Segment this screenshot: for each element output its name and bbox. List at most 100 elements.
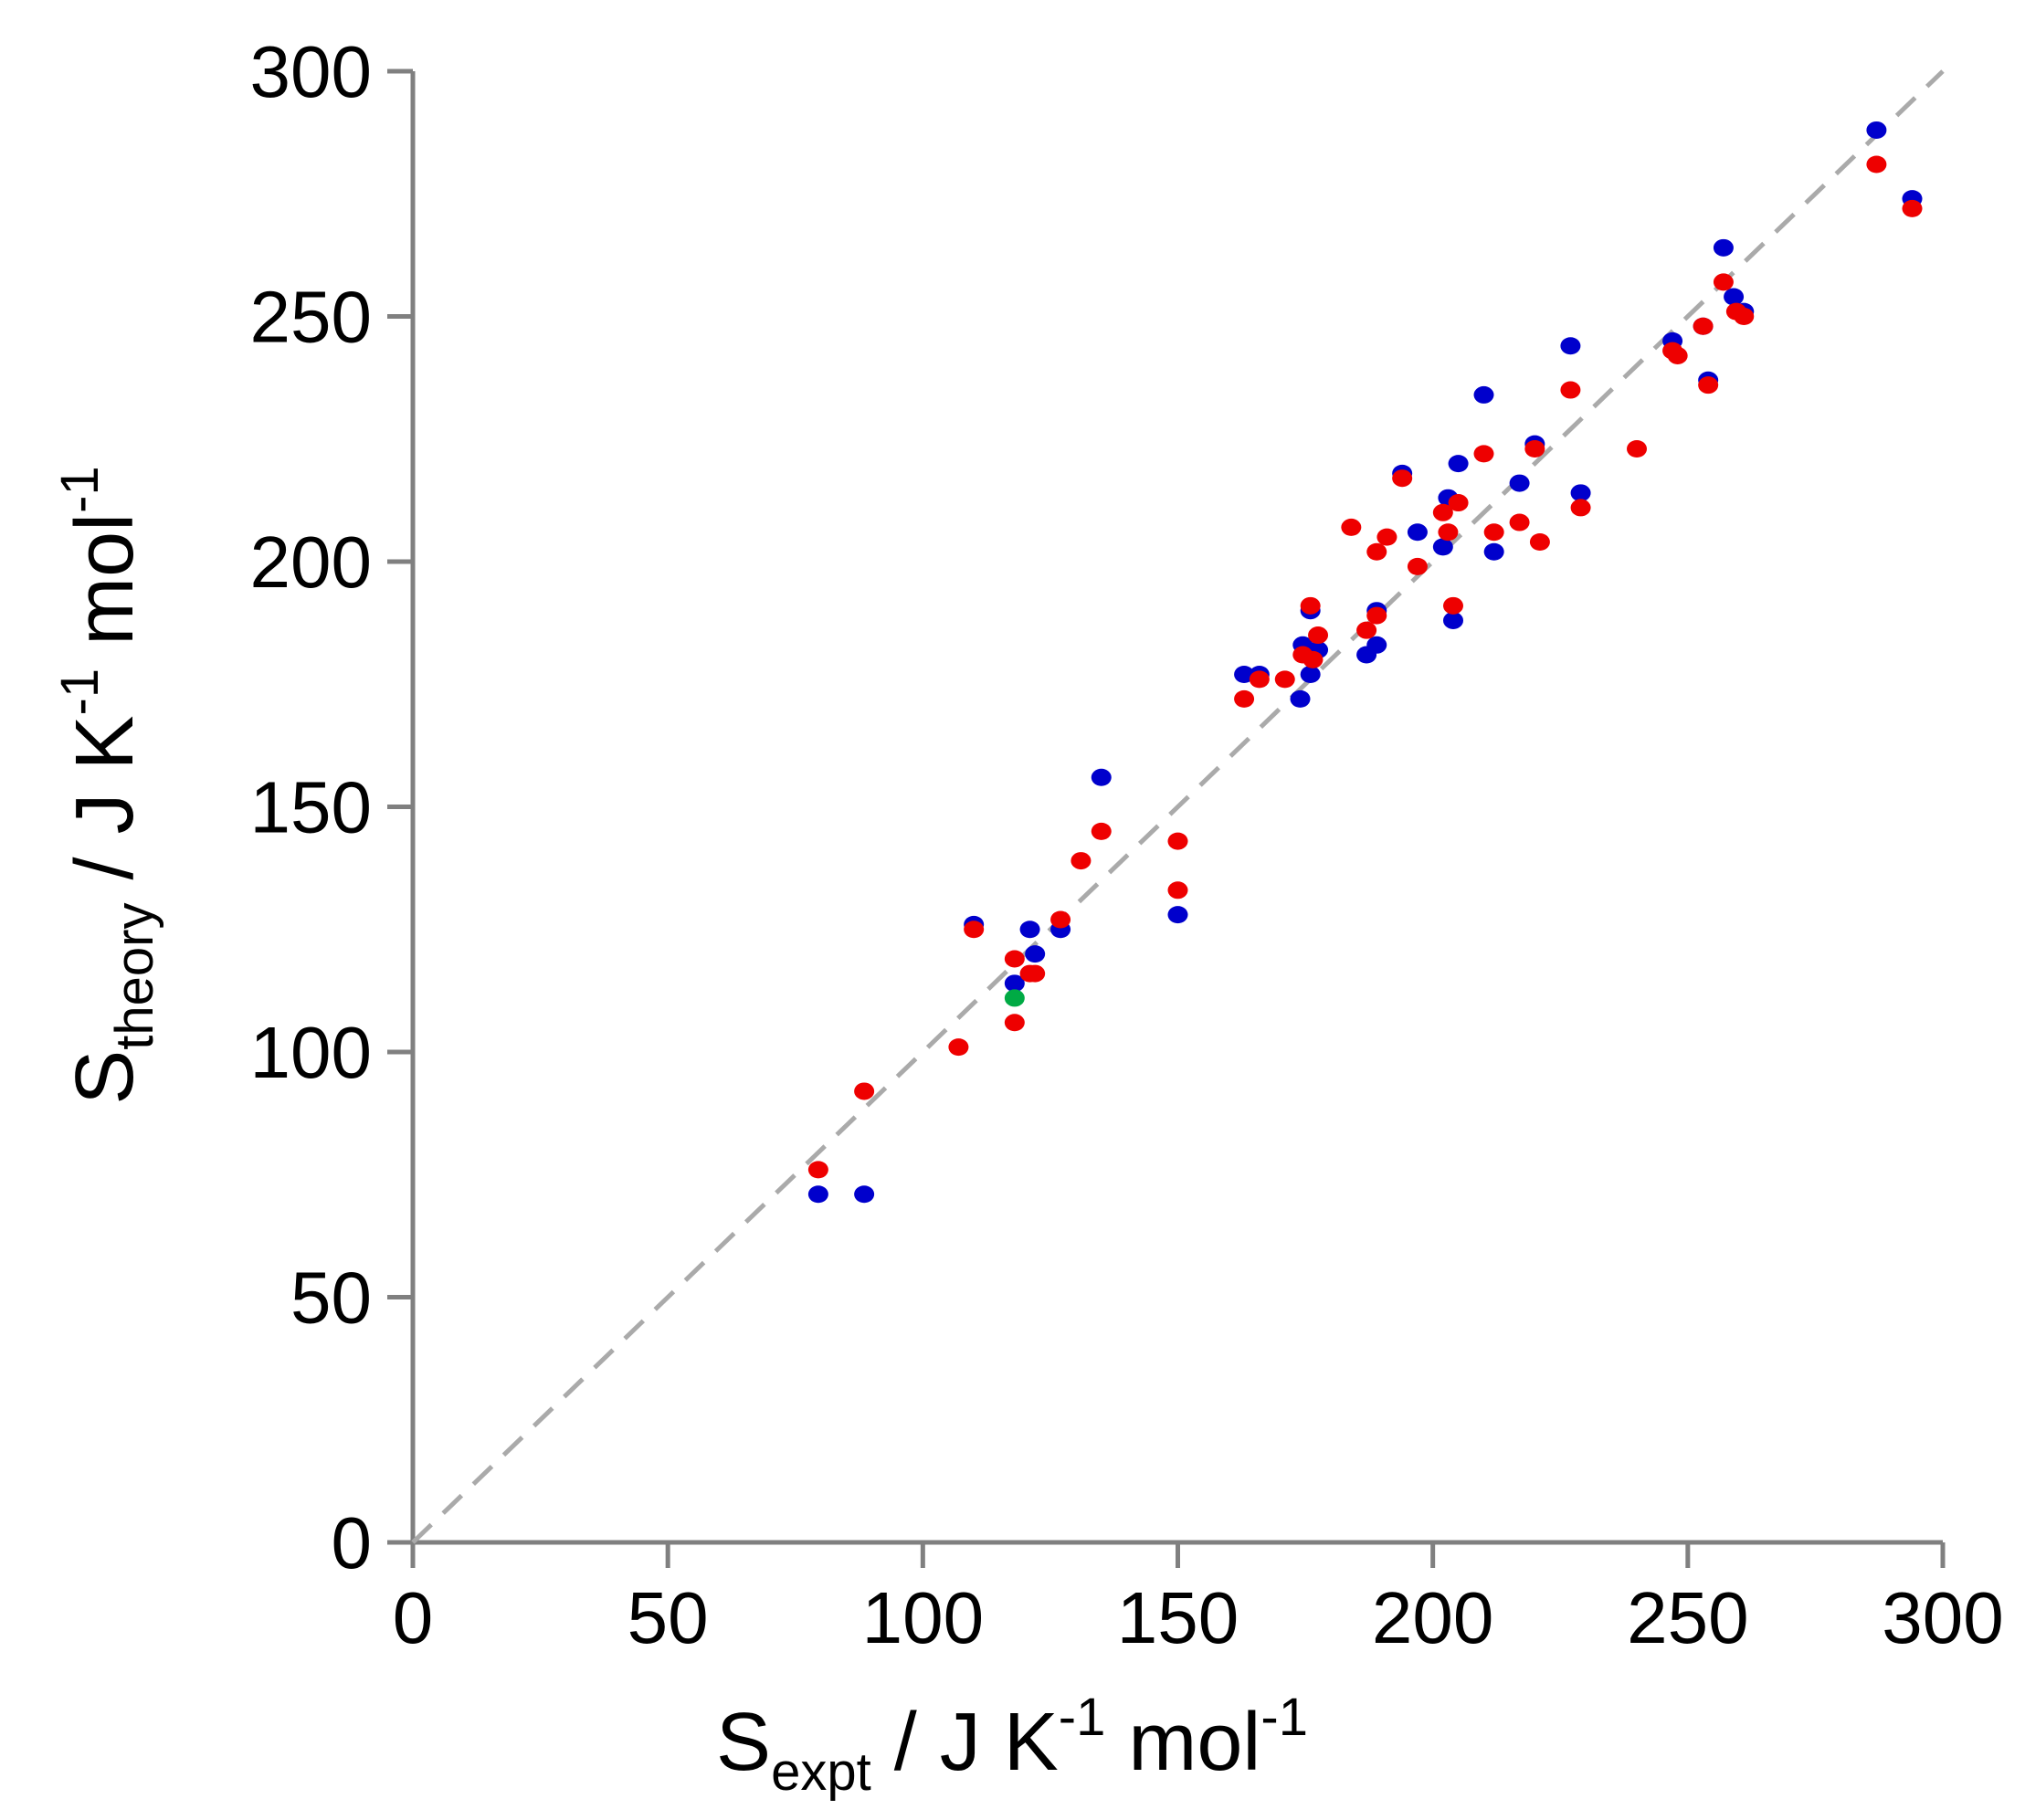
data-point-blue <box>807 1185 828 1204</box>
y-title-sup1: -1 <box>50 668 110 716</box>
x-title-sub: expt <box>771 1742 871 1802</box>
data-point-blue <box>1448 455 1469 473</box>
data-point-red <box>1167 881 1188 899</box>
x-axis-title: Sexpt / J K-1 mol-1 <box>716 1688 1308 1802</box>
data-point-red <box>1627 439 1647 458</box>
data-point-red <box>854 1082 875 1100</box>
x-tick-label: 0 <box>393 1577 434 1658</box>
data-point-red <box>1866 155 1887 174</box>
axes <box>387 68 1946 1568</box>
data-point-red <box>1407 557 1428 575</box>
y-tick-label: 100 <box>250 1012 372 1093</box>
data-point-blue <box>1290 689 1311 708</box>
data-point-red <box>1902 199 1923 217</box>
y-title-rest1: / J K <box>59 715 151 902</box>
data-point-blue <box>1025 945 1046 963</box>
data-point-red <box>1366 542 1387 561</box>
data-point-red <box>1443 596 1463 615</box>
data-point-green <box>1004 989 1025 1007</box>
y-title-rest2: mol <box>59 513 151 668</box>
y-title-sub: theory <box>105 903 164 1050</box>
axis-labels-layer: 0 50 100 150 200 250 300 0 50 100 150 200 250 300 <box>250 31 2004 1658</box>
data-point-red <box>1004 1014 1025 1032</box>
data-point-red <box>1366 606 1387 625</box>
data-point-blue <box>854 1185 875 1204</box>
data-point-blue <box>1019 921 1040 939</box>
data-point-red <box>1249 670 1270 689</box>
data-points-layer <box>807 121 1923 1204</box>
data-point-red <box>1693 317 1714 335</box>
data-point-blue <box>1560 337 1581 355</box>
data-point-blue <box>1473 385 1494 404</box>
data-point-red <box>1341 518 1362 536</box>
data-point-red <box>1025 964 1046 983</box>
x-tick-label: 250 <box>1627 1577 1748 1658</box>
y-tick-label: 0 <box>332 1502 373 1583</box>
x-tick-label: 100 <box>862 1577 984 1658</box>
data-point-red <box>1667 346 1688 364</box>
data-point-red <box>1448 494 1469 512</box>
data-point-red <box>1274 670 1295 689</box>
data-point-red <box>1570 499 1591 517</box>
data-point-red <box>1560 381 1581 399</box>
data-point-red <box>1004 950 1025 968</box>
y-tick-label: 300 <box>250 31 372 112</box>
y-axis-title: Stheory / J K-1 mol-1 <box>50 466 164 1104</box>
x-title-rest2: mol <box>1105 1697 1260 1788</box>
data-point-red <box>1438 523 1459 542</box>
reference-line <box>411 69 1945 1544</box>
data-point-red <box>1698 376 1719 395</box>
data-point-red <box>1071 852 1092 870</box>
data-point-red <box>1376 528 1397 546</box>
data-point-red <box>1050 910 1071 929</box>
x-title-main: S <box>716 1697 771 1788</box>
data-point-red <box>1483 523 1504 542</box>
data-point-red <box>1509 513 1530 531</box>
data-point-blue <box>1713 238 1734 257</box>
y-tick-label: 150 <box>250 767 372 848</box>
x-title-sup2: -1 <box>1260 1688 1308 1747</box>
reference-line-layer <box>411 69 1945 1544</box>
data-point-red <box>1303 650 1324 668</box>
y-tick-label: 50 <box>290 1257 372 1339</box>
y-title-main: S <box>59 1050 151 1105</box>
data-point-blue <box>1866 121 1887 139</box>
data-point-blue <box>1724 288 1745 306</box>
data-point-blue <box>1234 666 1255 684</box>
data-point-blue <box>1570 484 1591 502</box>
x-title-rest1: / J K <box>871 1697 1059 1788</box>
data-point-red <box>807 1161 828 1179</box>
data-point-red <box>1432 503 1453 521</box>
data-point-red <box>1473 445 1494 463</box>
data-point-red <box>1167 832 1188 850</box>
data-point-blue <box>1004 974 1025 993</box>
data-point-blue <box>1091 768 1112 786</box>
x-tick-label: 50 <box>628 1577 709 1658</box>
data-point-red <box>1713 273 1734 291</box>
x-title-sup1: -1 <box>1059 1688 1106 1747</box>
data-point-red <box>1308 626 1329 645</box>
data-point-blue <box>1300 666 1321 684</box>
y-title-sup2: -1 <box>50 466 110 513</box>
data-point-blue <box>1366 636 1387 654</box>
data-point-blue <box>1443 611 1463 629</box>
x-tick-label: 150 <box>1117 1577 1239 1658</box>
data-point-blue <box>1483 542 1504 561</box>
data-point-red <box>1524 439 1545 458</box>
data-point-red <box>1234 689 1255 708</box>
data-point-red <box>1300 596 1321 615</box>
y-tick-label: 200 <box>250 521 372 603</box>
data-point-red <box>1734 308 1755 325</box>
data-point-blue <box>1509 474 1530 492</box>
data-point-red <box>1529 533 1550 552</box>
x-tick-label: 300 <box>1882 1577 2003 1658</box>
data-point-red <box>1392 469 1413 488</box>
y-tick-label: 250 <box>250 277 372 358</box>
x-tick-label: 200 <box>1372 1577 1493 1658</box>
data-point-blue <box>1407 523 1428 542</box>
data-point-blue <box>1432 538 1453 556</box>
data-point-red <box>1091 822 1112 840</box>
data-point-blue <box>1167 906 1188 924</box>
data-point-red <box>948 1038 969 1057</box>
